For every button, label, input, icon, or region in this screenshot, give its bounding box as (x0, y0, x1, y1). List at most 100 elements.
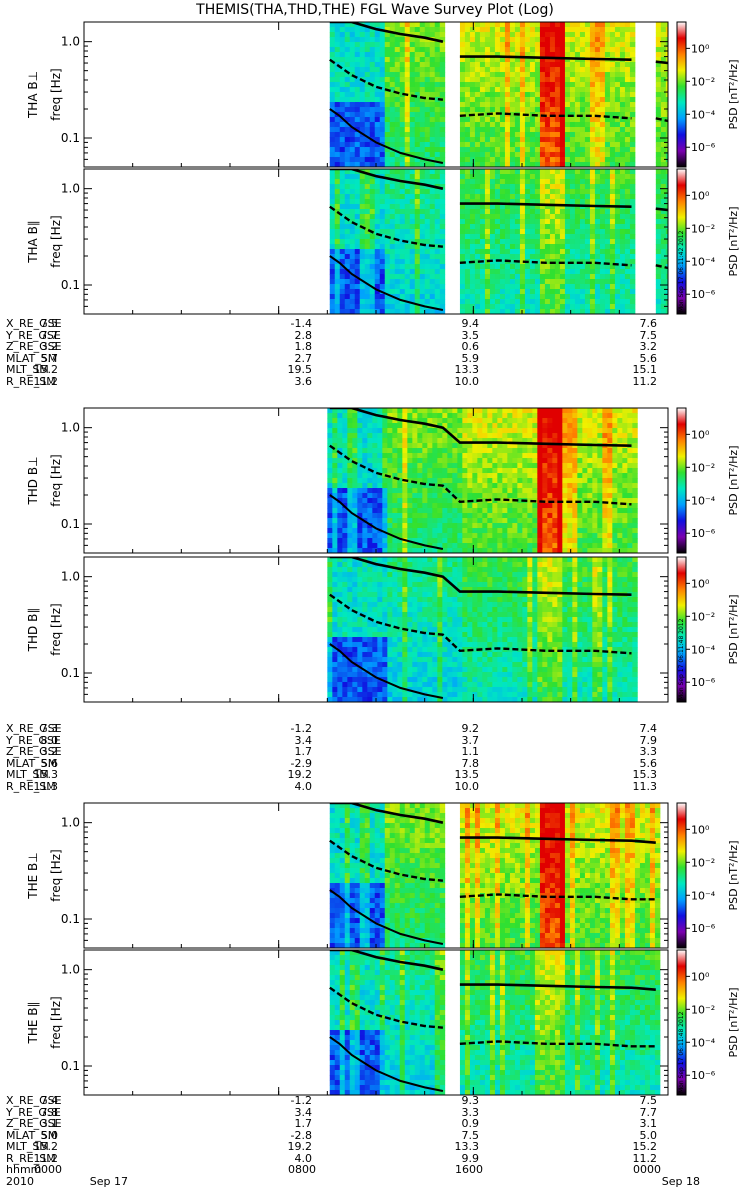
colorbar-tick-label: 10⁻⁴ (691, 643, 716, 656)
gyro-line (329, 169, 444, 190)
end-date: Sep 18 (661, 1174, 700, 1188)
ephemeris-row: MLAT_SM 5.0 -2.8 7.5 5.0 (6, 1128, 666, 1142)
ephemeris-value: 5.0 (639, 1128, 658, 1142)
gyro-line (329, 444, 632, 506)
ephemeris-label: X_RE_GSE (6, 722, 62, 735)
gyro-line (329, 108, 444, 164)
gyro-line (329, 889, 444, 945)
spectrogram-image (329, 950, 661, 1095)
colorbar-tick-label: 10⁰ (691, 428, 710, 441)
ephemeris-label: MLAT_SM (6, 1128, 58, 1142)
gyro-line (459, 55, 632, 61)
ephemeris-value: 3.4 (294, 1105, 313, 1119)
gyro-line (329, 58, 444, 101)
ephemeris-value: 3.1 (40, 1117, 59, 1130)
ephemeris-value: 15.2 (632, 1140, 658, 1153)
colorbar-tick-label: 10⁻⁶ (691, 1069, 716, 1082)
gyro-line (329, 593, 632, 655)
gyro-line (329, 1036, 444, 1092)
colorbar: 10⁰ 10⁻² 10⁻⁴ 10⁻⁶ PSD [nT²/Hz] Mon Sep 17 06… (676, 949, 740, 1096)
gyro-line (329, 408, 632, 447)
ephemeris-value: 2.8 (294, 328, 313, 342)
colorbar-tick-label: 10⁻⁴ (691, 494, 716, 507)
panel-thd-bpar: 1.0 0.1 THD B∥ freq [Hz] 10⁰ 10⁻² 10⁻⁴ 10⁻⁶ PSD … (26, 556, 740, 703)
ephemeris-value: 19.2 (287, 768, 313, 781)
ephemeris-value: -2.8 (290, 1128, 312, 1142)
ephemeris-value: 7.5 (40, 317, 59, 330)
ephemeris-value: 19.2 (287, 1140, 313, 1153)
ephemeris-value: -2.9 (290, 756, 312, 770)
ephemeris-label: X_RE_GSE (6, 1094, 62, 1107)
panel-ylabel: THD B∥ (26, 608, 40, 653)
ephemeris-value: -1.4 (290, 317, 312, 330)
spectrogram-image (327, 408, 638, 553)
ephemeris-value: 11.2 (33, 374, 59, 388)
colorbar-tick-label: 10⁻⁴ (691, 255, 716, 268)
ephemeris-value: 5.0 (40, 1128, 59, 1142)
ephemeris-label: MLT_SM (6, 1140, 49, 1153)
ephemeris-value: 3.4 (294, 733, 313, 747)
colorbar-tick-label: 10⁻⁶ (691, 288, 716, 301)
ephemeris-value: 3.6 (294, 374, 313, 388)
creation-timestamp: Mon Sep 17 06:11:42 2012 (678, 230, 685, 312)
ephemeris-value: 7.8 (461, 756, 480, 770)
panel-ylabel-freq: freq [Hz] (49, 68, 63, 120)
panel-thd-bperp: 1.0 0.1 THD B⊥ freq [Hz] 10⁰ 10⁻² 10⁻⁴ 10⁻⁶ PSD … (26, 407, 740, 554)
y-tick-label: 1.0 (61, 35, 80, 49)
y-tick-label: 0.1 (61, 1059, 80, 1073)
ephemeris-thd: X_RE_GSE 7.3 -1.2 9.2 7.4 Y_RE_GSE 8.0 3.4 3.7 7.… (6, 723, 666, 792)
ephemeris-value: 3.3 (461, 1105, 480, 1119)
ephemeris-label: R_RE_SM (6, 779, 56, 793)
ephemeris-value: 11.3 (632, 779, 658, 793)
colorbar-tick-label: 10⁻⁶ (691, 527, 716, 540)
ephemeris-row: X_RE_GSE 7.4 -1.2 9.3 7.5 (6, 1095, 666, 1107)
gyro-line (329, 494, 444, 550)
ephemeris-value: 8.0 (40, 733, 59, 747)
gyro-line (459, 112, 632, 120)
ephemeris-row: Z_RE_GSE 3.1 1.7 0.9 3.1 (6, 1118, 666, 1130)
spectrogram-image (329, 803, 661, 948)
time-row-label: hhmm (6, 1163, 42, 1176)
ephemeris-label: MLAT_SM (6, 756, 58, 770)
x-tick-label: 1600 (455, 1163, 483, 1176)
gyro-line (329, 803, 444, 824)
ephemeris-value: 1.7 (294, 1117, 313, 1130)
ephemeris-row: R_RE_SM 11.3 4.0 10.0 11.3 (6, 779, 666, 793)
gyro-line (329, 22, 444, 43)
panel-ylabel-freq: freq [Hz] (49, 215, 63, 267)
ephemeris-value: 9.2 (461, 722, 480, 735)
gyro-line (655, 264, 668, 270)
ephemeris-row: R_RE_SM 11.2 4.0 9.9 11.2 (6, 1151, 666, 1165)
colorbar-tick-label: 10⁰ (691, 577, 710, 590)
creation-timestamp: Mon Sep 17 06:11:48 2012 (678, 1011, 685, 1093)
ephemeris-row: MLT_SM 15.2 19.2 13.3 15.2 (6, 1141, 666, 1153)
ephemeris-value: 7.5 (639, 1094, 658, 1107)
ephemeris-row: MLT_SM 15.3 19.2 13.5 15.3 (6, 769, 666, 781)
colorbar: 10⁰ 10⁻² 10⁻⁴ 10⁻⁶ PSD [nT²/Hz] (676, 802, 740, 949)
ephemeris-label: MLT_SM (6, 363, 49, 376)
gyro-line (329, 986, 444, 1029)
x-tick-label: 0000 (633, 1163, 661, 1176)
ephemeris-value: 7.3 (40, 722, 59, 735)
ephemeris-value: 11.2 (632, 374, 658, 388)
ephemeris-value: -1.2 (290, 1094, 312, 1107)
ephemeris-label: Y_RE_GSE (6, 733, 61, 747)
colorbar-tick-label: 10⁻² (691, 610, 715, 623)
ephemeris-value: 3.5 (461, 328, 480, 342)
creation-timestamp: Mon Sep 17 06:11:48 2012 (678, 618, 685, 700)
gyro-line (329, 950, 444, 971)
ephemeris-value: 3.7 (461, 733, 480, 747)
ephemeris-value: 3.3 (639, 745, 658, 758)
panel-ylabel: THA B⊥ (26, 71, 40, 119)
colorbar: 10⁰ 10⁻² 10⁻⁴ 10⁻⁶ PSD [nT²/Hz] (676, 407, 740, 554)
ephemeris-value: 11.2 (632, 1151, 658, 1165)
ephemeris-value: 15.2 (33, 363, 59, 376)
gyro-line (329, 643, 444, 699)
colorbar-tick-label: 10⁻⁴ (691, 889, 716, 902)
colorbar-tick-label: 10⁻⁴ (691, 1036, 716, 1049)
colorbar: 10⁰ 10⁻² 10⁻⁴ 10⁻⁶ PSD [nT²/Hz] Mon Sep 17 06… (676, 168, 740, 315)
gyro-line (329, 205, 444, 248)
ephemeris-value: -1.2 (290, 722, 312, 735)
gyro-line (459, 836, 656, 844)
ephemeris-label: MLAT_SM (6, 351, 58, 365)
